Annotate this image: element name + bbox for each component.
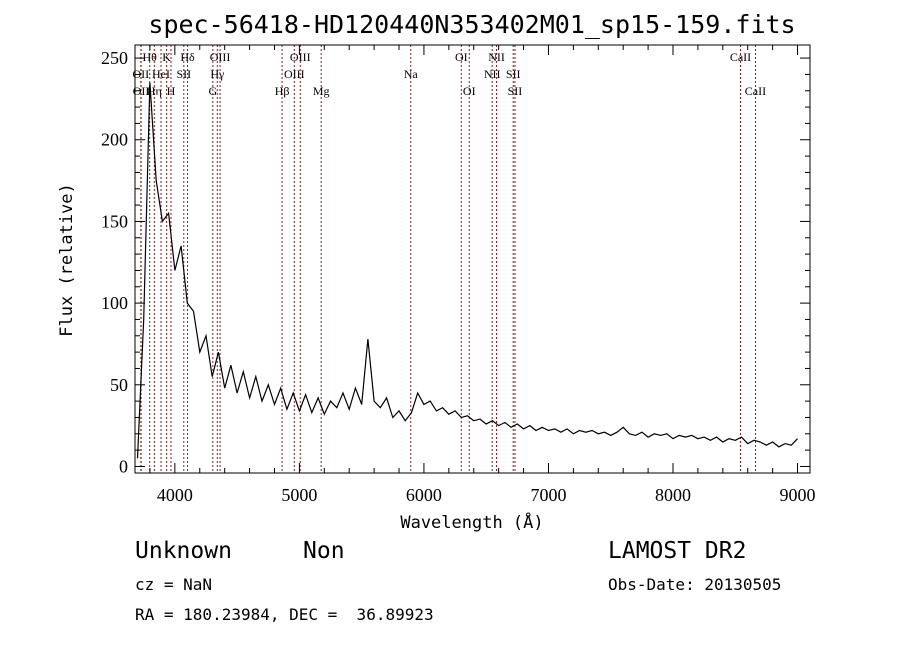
line-label: OIII — [210, 50, 231, 64]
line-label: OIII — [290, 50, 311, 64]
y-tick-label: 250 — [101, 48, 128, 68]
line-label: HeI — [152, 67, 170, 81]
y-tick-label: 100 — [101, 293, 128, 313]
line-label: OIII — [284, 67, 305, 81]
line-label: H — [167, 84, 176, 98]
survey-label: LAMOST DR2 — [608, 538, 747, 564]
line-label: CaII — [730, 50, 751, 64]
line-label: G — [209, 84, 218, 98]
line-label: Hδ — [180, 50, 195, 64]
y-tick-label: 0 — [119, 456, 128, 476]
line-label: OI — [455, 50, 468, 64]
x-tick-label: 4000 — [157, 485, 193, 505]
class-label: Unknown — [135, 538, 232, 564]
plot-frame — [134, 44, 811, 474]
x-tick-label: 9000 — [780, 485, 816, 505]
line-label: K — [162, 50, 171, 64]
line-label: CaII — [745, 84, 766, 98]
line-label: OI — [463, 84, 476, 98]
cz-value: cz = NaN — [135, 575, 213, 594]
line-label: SII — [176, 67, 191, 81]
x-axis-label: Wavelength (Å) — [400, 511, 543, 533]
line-label: Mg — [313, 84, 330, 98]
y-tick-label: 50 — [110, 375, 128, 395]
line-label: Hβ — [275, 84, 290, 98]
y-axis-label: Flux (relative) — [57, 183, 77, 337]
line-label: SII — [506, 67, 521, 81]
line-label: Hθ — [142, 50, 157, 64]
line-label: OII — [133, 84, 150, 98]
spectrum-line — [136, 82, 798, 459]
line-label: SII — [508, 84, 523, 98]
x-tick-label: 6000 — [406, 485, 442, 505]
line-label: Hγ — [210, 67, 225, 81]
line-label: NII — [488, 50, 505, 64]
line-label: NII — [484, 67, 501, 81]
line-label: Na — [404, 67, 419, 81]
x-tick-label: 5000 — [281, 485, 317, 505]
subclass-label: Non — [303, 538, 345, 564]
x-tick-label: 8000 — [655, 485, 691, 505]
obs-date: Obs-Date: 20130505 — [608, 575, 782, 594]
chart-title: spec-56418-HD120440N353402M01_sp15-159.f… — [148, 10, 795, 39]
x-tick-label: 7000 — [530, 485, 566, 505]
coordinates: RA = 180.23984, DEC = 36.89923 — [135, 605, 434, 624]
y-tick-label: 150 — [101, 211, 128, 231]
y-tick-label: 200 — [101, 130, 128, 150]
